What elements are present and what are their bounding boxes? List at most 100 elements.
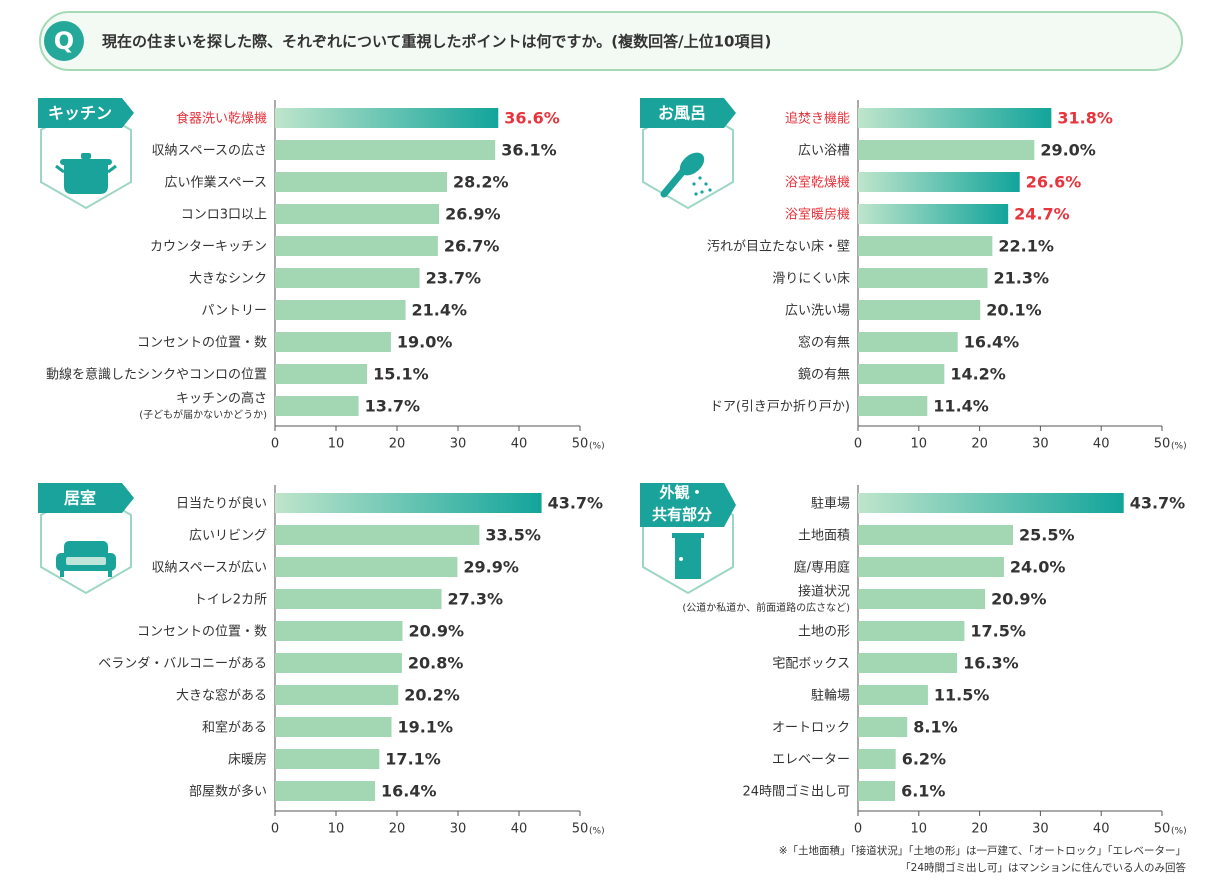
value-label: 36.1% [501, 141, 557, 160]
x-tick-label: 40 [511, 437, 528, 452]
x-tick-label: 0 [854, 822, 862, 837]
bar [275, 172, 448, 192]
bar [275, 781, 376, 801]
bar [275, 140, 496, 160]
category-label: コンセントの位置・数 [137, 625, 267, 640]
unit-label: (%) [589, 827, 605, 837]
unit-label: (%) [589, 442, 605, 452]
bar [275, 525, 480, 545]
icon [694, 192, 698, 196]
value-label: 14.2% [950, 365, 1006, 384]
x-tick-label: 10 [328, 822, 345, 837]
category-label: (子どもが届かないかどうか) [139, 408, 267, 421]
x-tick-label: 20 [971, 437, 988, 452]
icon [60, 159, 112, 165]
bar [275, 653, 402, 673]
value-label: 15.1% [373, 365, 429, 384]
value-label: 20.2% [404, 686, 460, 705]
x-tick-label: 40 [511, 822, 528, 837]
question-text: 現在の住まいを探した際、それぞれについて重視したポイントは何ですか。(複数回答/… [102, 33, 771, 51]
value-label: 11.4% [933, 397, 989, 416]
bar [858, 300, 981, 320]
x-tick-label: 20 [389, 822, 406, 837]
value-label: 20.8% [408, 654, 464, 673]
category-label: 広いリビング [189, 529, 267, 544]
bar [858, 653, 958, 673]
category-label: 24時間ゴミ出し可 [742, 784, 850, 800]
category-label: ドア(引き戸か折り戸か) [710, 400, 850, 415]
category-label: 追焚き機能 [785, 111, 850, 127]
x-tick-label: 30 [450, 437, 467, 452]
value-label: 27.3% [448, 590, 504, 609]
bar [858, 396, 928, 416]
bar [275, 717, 392, 737]
value-label: 16.4% [381, 782, 437, 801]
value-label: 8.1% [913, 718, 957, 737]
bar [275, 108, 499, 128]
x-tick-label: 0 [271, 437, 279, 452]
bar [275, 396, 359, 416]
x-tick-label: 10 [328, 437, 345, 452]
x-tick-label: 40 [1093, 437, 1110, 452]
x-tick-label: 30 [1032, 822, 1049, 837]
bar [858, 781, 896, 801]
panel-title: 共有部分 [652, 506, 712, 524]
category-label: エレベーター [772, 753, 850, 768]
bar [858, 717, 908, 737]
footnote: ※「土地面積」「接道状況」「土地の形」は一戸建て、「オートロック」「エレベーター… [779, 844, 1186, 857]
bar [858, 749, 896, 769]
x-tick-label: 50 [572, 437, 589, 452]
bar [275, 685, 399, 705]
value-label: 11.5% [934, 686, 990, 705]
category-label: 浴室暖房機 [785, 207, 850, 223]
category-label: 食器洗い乾燥機 [176, 111, 267, 127]
category-label: 和室がある [202, 720, 267, 736]
value-label: 29.0% [1040, 141, 1096, 160]
value-label: 26.9% [445, 205, 501, 224]
value-label: 36.6% [504, 109, 560, 128]
bar [275, 236, 438, 256]
panel-title: 居室 [64, 489, 96, 508]
q-badge [44, 21, 84, 61]
icon [660, 166, 688, 198]
icon [60, 571, 64, 577]
icon [679, 152, 705, 176]
category-label: 庭/専用庭 [794, 560, 850, 576]
panel-title: お風呂 [658, 104, 706, 123]
bar [858, 268, 988, 288]
category-label: 滑りにくい床 [772, 272, 850, 287]
bar [858, 204, 1009, 224]
bar [858, 332, 958, 352]
category-label: キッチンの高さ [176, 391, 267, 407]
bar [275, 621, 403, 641]
value-label: 17.5% [970, 622, 1026, 641]
value-label: 21.3% [994, 269, 1050, 288]
value-label: 25.5% [1019, 526, 1075, 545]
icon [108, 571, 112, 577]
bar [858, 621, 965, 641]
bar [275, 332, 391, 352]
x-tick-label: 50 [572, 822, 589, 837]
icon [679, 557, 683, 561]
category-label: カウンターキッチン [150, 240, 267, 255]
x-tick-label: 30 [450, 822, 467, 837]
category-label: ベランダ・バルコニーがある [98, 657, 267, 672]
category-label: (公道か私道か、前面道路の広さなど) [682, 601, 850, 614]
icon [672, 533, 704, 538]
category-label: 収納スペースの広さ [152, 144, 267, 159]
value-label: 23.7% [426, 269, 482, 288]
category-label: 大きなシンク [189, 272, 267, 287]
category-label: 床暖房 [228, 752, 267, 768]
footnote: 「24時間ゴミ出し可」はマンションに住んでいる人のみ回答 [900, 861, 1186, 874]
category-label: 土地の形 [798, 625, 850, 640]
value-label: 16.4% [964, 333, 1020, 352]
bar [275, 364, 368, 384]
category-label: 窓の有無 [798, 335, 850, 351]
icon [66, 557, 106, 565]
title-tab [38, 98, 134, 128]
bar [858, 493, 1124, 513]
bar [858, 589, 986, 609]
bar [275, 493, 542, 513]
